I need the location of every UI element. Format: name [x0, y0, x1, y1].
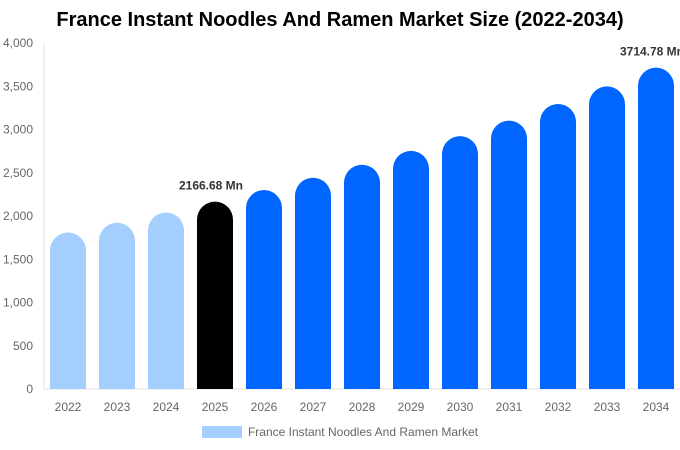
x-tick-label: 2025: [202, 400, 229, 414]
x-tick-label: 2032: [545, 400, 572, 414]
legend-label: France Instant Noodles And Ramen Market: [247, 425, 479, 439]
bar-2031: [491, 120, 527, 389]
chart-title: France Instant Noodles And Ramen Market …: [56, 9, 624, 31]
y-tick-label: 1,000: [3, 296, 33, 310]
y-tick-label: 3,000: [3, 123, 33, 137]
x-tick-label: 2029: [398, 400, 425, 414]
bar-2030: [442, 136, 478, 389]
bar-2029: [393, 150, 429, 389]
y-tick-label: 3,500: [3, 79, 33, 93]
data-label: 2166.68 Mn: [179, 179, 243, 193]
x-tick-label: 2030: [447, 400, 474, 414]
bar-2027: [295, 177, 331, 389]
y-tick-label: 2,000: [3, 209, 33, 223]
y-tick-label: 4,000: [3, 36, 33, 50]
x-tick-label: 2028: [349, 400, 376, 414]
y-tick-label: 1,500: [3, 252, 33, 266]
bar-2024: [148, 212, 184, 389]
bar-2033: [589, 86, 625, 389]
legend[interactable]: France Instant Noodles And Ramen Market: [0, 425, 680, 439]
bar-2022: [50, 232, 86, 389]
x-tick-label: 2031: [496, 400, 523, 414]
y-tick-label: 500: [13, 339, 33, 353]
legend-swatch: [201, 426, 242, 438]
bar-2026: [246, 190, 282, 389]
x-tick-label: 2022: [55, 400, 82, 414]
y-tick-label: 2,500: [3, 166, 33, 180]
bar-2025: [197, 201, 233, 389]
x-tick-label: 2034: [643, 400, 670, 414]
x-tick-label: 2023: [104, 400, 131, 414]
x-tick-label: 2024: [153, 400, 180, 414]
bar-2032: [540, 103, 576, 390]
y-tick-label: 0: [26, 382, 33, 396]
x-tick-label: 2026: [251, 400, 278, 414]
bar-2034: [638, 67, 674, 389]
data-label: 3714.78 Mn: [620, 45, 680, 59]
bar-2023: [99, 222, 135, 389]
x-tick-label: 2033: [594, 400, 621, 414]
x-tick-label: 2027: [300, 400, 327, 414]
bar-2028: [344, 164, 380, 389]
